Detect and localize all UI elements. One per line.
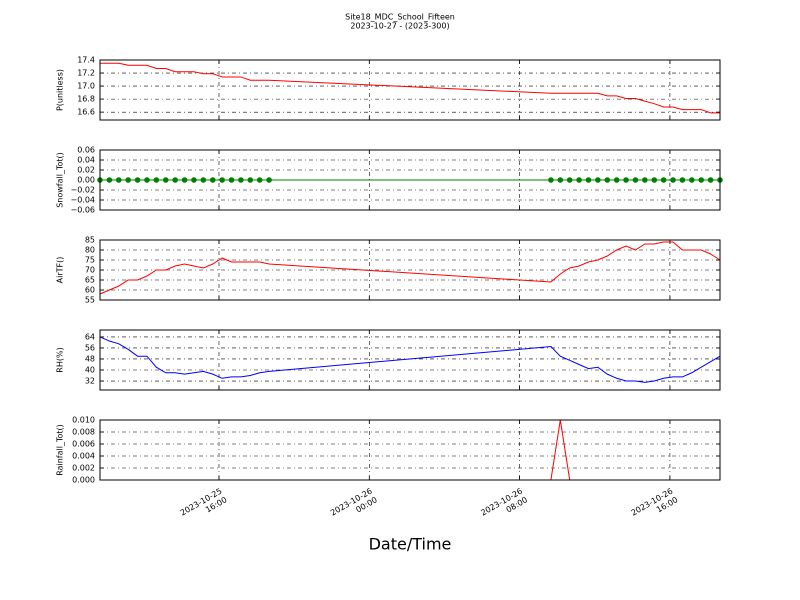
y-tick-label: 60 — [85, 286, 95, 295]
y-tick-label: 17.4 — [77, 56, 95, 65]
point-marker — [125, 177, 131, 183]
point-marker — [651, 177, 658, 183]
y-tick-label: 64 — [85, 332, 95, 341]
y-tick-label: 17.0 — [77, 82, 95, 91]
y-tick-label: 70 — [85, 266, 95, 275]
point-marker — [238, 177, 244, 183]
plot-frame — [99, 59, 721, 121]
y-tick-label: 56 — [85, 343, 95, 352]
point-marker — [585, 177, 592, 183]
y-tick-label: 40 — [85, 366, 95, 375]
point-marker — [679, 177, 686, 183]
point-marker — [266, 177, 272, 183]
point-marker — [613, 177, 620, 183]
y-tick-label: 48 — [85, 354, 95, 363]
y-tick-label: 16.6 — [77, 108, 95, 117]
point-marker — [144, 177, 150, 183]
y-axis-label: AirTF() — [56, 257, 65, 284]
y-tick-label: 0.06 — [77, 146, 95, 155]
point-marker — [623, 177, 629, 183]
figure-title: Site18_MDC_School_Fifteen — [345, 13, 455, 22]
point-marker — [256, 177, 263, 183]
point-marker — [181, 177, 188, 183]
x-axis-label: Date/Time — [369, 535, 452, 554]
series-line — [100, 62, 720, 114]
y-tick-label: 65 — [85, 276, 95, 285]
plot-frame — [99, 419, 721, 481]
point-marker — [228, 177, 235, 183]
y-tick-label: 0.006 — [72, 440, 95, 449]
y-tick-label: 0.002 — [72, 464, 95, 473]
y-tick-label: 0.00 — [77, 176, 95, 185]
plot-frame — [99, 329, 721, 391]
point-marker — [566, 177, 573, 183]
point-marker — [557, 177, 564, 183]
y-tick-label: 75 — [85, 256, 95, 265]
point-marker — [548, 177, 554, 183]
y-axis-label: P(unitless) — [56, 69, 65, 111]
point-marker — [219, 177, 225, 183]
y-tick-label: 16.8 — [77, 95, 95, 104]
point-marker — [247, 177, 254, 183]
figure-subtitle: 2023-10-27 - (2023-300) — [350, 22, 449, 31]
point-marker — [576, 177, 582, 183]
point-marker — [670, 177, 676, 183]
point-marker — [707, 177, 714, 183]
point-marker — [632, 177, 639, 183]
y-tick-label: 55 — [85, 296, 95, 305]
y-axis-label: Snowfall_Tot() — [56, 152, 65, 208]
y-tick-label: −0.02 — [70, 186, 95, 195]
y-tick-label: −0.04 — [70, 196, 95, 205]
point-marker — [660, 177, 667, 183]
y-tick-label: 85 — [85, 236, 95, 245]
y-axis-label: Rainfall_Tot() — [56, 424, 65, 476]
y-tick-label: 80 — [85, 246, 95, 255]
point-marker — [115, 177, 122, 183]
plot-frame — [99, 239, 721, 301]
y-tick-label: 0.010 — [72, 416, 95, 425]
series-line — [99, 241, 721, 295]
series-line — [99, 336, 721, 383]
y-tick-label: −0.06 — [70, 206, 95, 215]
point-marker — [172, 177, 178, 183]
point-marker — [153, 177, 160, 183]
point-marker — [698, 177, 705, 183]
y-tick-label: 0.04 — [77, 156, 95, 165]
y-tick-label: 0.008 — [72, 428, 95, 437]
point-marker — [191, 177, 197, 183]
point-marker — [689, 177, 695, 183]
point-marker — [209, 177, 216, 183]
y-tick-label: 0.02 — [77, 166, 95, 175]
point-marker — [604, 177, 611, 183]
point-marker — [642, 177, 648, 183]
plot-frame — [99, 149, 721, 211]
point-marker — [162, 177, 169, 183]
y-tick-label: 0.004 — [72, 452, 95, 461]
point-marker — [595, 177, 601, 183]
point-marker — [134, 177, 141, 183]
point-marker — [106, 177, 113, 183]
y-axis-label: RH(%) — [56, 347, 65, 372]
y-tick-label: 17.2 — [77, 69, 95, 78]
point-marker — [200, 177, 207, 183]
y-tick-label: 0.000 — [72, 476, 95, 485]
y-tick-label: 32 — [85, 377, 95, 386]
